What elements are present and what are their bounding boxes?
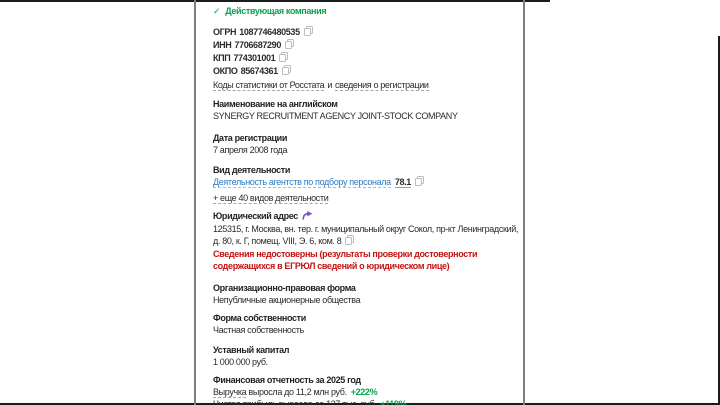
copy-icon[interactable] bbox=[345, 235, 355, 248]
section-ownership: Форма собственности Частная собственност… bbox=[213, 312, 525, 336]
code-label: ИНН bbox=[213, 40, 232, 50]
registration-info-link[interactable]: сведения о регистрации bbox=[335, 80, 429, 91]
section-title: Уставный капитал bbox=[213, 345, 290, 355]
code-row-ogrn: ОГРН 1087746480535 bbox=[213, 26, 525, 39]
section-legal-address: Юридический адрес 125315, г. Москва, вн.… bbox=[213, 210, 525, 272]
section-title: Наименование на английском bbox=[213, 99, 338, 109]
code-value: 1087746480535 bbox=[239, 27, 300, 37]
code-label: ОГРН bbox=[213, 27, 237, 37]
activity-main-link[interactable]: Деятельность агентств по подбору персона… bbox=[213, 177, 391, 188]
company-status-label: Действующая компания bbox=[225, 6, 327, 16]
company-status-badge: ✓ Действующая компания bbox=[213, 5, 525, 17]
registration-date-value: 7 апреля 2008 года bbox=[213, 145, 288, 155]
copy-icon[interactable] bbox=[414, 176, 424, 189]
finance-profit-row: Чистая прибыль выросла до 127 тыс. руб. +… bbox=[213, 398, 525, 405]
code-value: 7706687290 bbox=[234, 40, 281, 50]
okved-code-link[interactable]: 78.1 bbox=[394, 177, 411, 188]
copy-icon[interactable] bbox=[303, 26, 313, 39]
revenue-link[interactable]: Выручка bbox=[213, 387, 247, 398]
rosstat-codes-link[interactable]: Коды статистики от Росстата bbox=[213, 80, 325, 91]
revenue-text: выросла до 11,2 млн руб. bbox=[248, 387, 347, 397]
section-registration-date: Дата регистрации 7 апреля 2008 года bbox=[213, 132, 525, 156]
frame-top-border bbox=[0, 0, 550, 2]
english-name-value: SYNERGY RECRUITMENT AGENCY JOINT-STOCK C… bbox=[213, 111, 458, 121]
section-title: Финансовая отчетность за 2025 год bbox=[213, 375, 361, 385]
address-text: 125315, г. Москва, вн. тер. г. муниципал… bbox=[213, 224, 519, 246]
code-value: 85674361 bbox=[240, 66, 279, 76]
copy-icon[interactable] bbox=[279, 52, 289, 65]
column-divider-left bbox=[194, 0, 196, 405]
code-label: КПП bbox=[213, 53, 231, 63]
code-value: 774301001 bbox=[233, 53, 276, 63]
section-english-name: Наименование на английском SYNERGY RECRU… bbox=[213, 98, 525, 122]
section-legal-form: Организационно-правовая форма Непубличны… bbox=[213, 282, 525, 306]
copy-icon[interactable] bbox=[281, 65, 291, 78]
section-activity: Вид деятельности Деятельность агентств п… bbox=[213, 164, 525, 204]
section-title: Юридический адрес bbox=[213, 211, 298, 221]
column-divider-right bbox=[523, 0, 525, 405]
profit-delta: +119% bbox=[380, 399, 407, 405]
more-activities-row: + еще 40 видов деятельности bbox=[213, 192, 525, 204]
checkmark-icon: ✓ bbox=[213, 6, 221, 16]
code-label: ОКПО bbox=[213, 66, 238, 76]
code-row-inn: ИНН 7706687290 bbox=[213, 39, 525, 52]
section-capital: Уставный капитал 1 000 000 руб. bbox=[213, 344, 525, 368]
code-row-okpo: ОКПО 85674361 bbox=[213, 65, 525, 78]
section-finance: Финансовая отчетность за 2025 год Выручк… bbox=[213, 374, 525, 405]
copy-icon[interactable] bbox=[284, 39, 294, 52]
address-invalid-warning: Сведения недостоверны (результаты провер… bbox=[213, 249, 478, 271]
profit-text: выросла до 127 тыс. руб. bbox=[278, 399, 377, 405]
section-title: Вид деятельности bbox=[213, 165, 291, 175]
address-history-icon[interactable] bbox=[302, 211, 313, 223]
code-row-kpp: КПП 774301001 bbox=[213, 52, 525, 65]
ownership-value: Частная собственность bbox=[213, 325, 304, 335]
finance-revenue-row: Выручка выросла до 11,2 млн руб. +222% bbox=[213, 386, 525, 398]
activity-row: Деятельность агентств по подбору персона… bbox=[213, 176, 525, 189]
section-title: Организационно-правовая форма bbox=[213, 283, 356, 293]
capital-value: 1 000 000 руб. bbox=[213, 357, 268, 367]
registry-codes-block: ОГРН 1087746480535 ИНН 7706687290 КПП 77430… bbox=[213, 26, 525, 78]
section-title: Форма собственности bbox=[213, 313, 306, 323]
statistics-links-row: Коды статистики от Росстата и сведения о р… bbox=[213, 79, 525, 91]
legal-form-value: Непубличные акционерные общества bbox=[213, 295, 361, 305]
more-activities-link[interactable]: + еще 40 видов деятельности bbox=[213, 193, 329, 204]
address-title-row: Юридический адрес bbox=[213, 210, 525, 223]
legal-address-value: 125315, г. Москва, вн. тер. г. муниципал… bbox=[213, 223, 525, 248]
conjunction-text: и bbox=[327, 80, 332, 90]
company-info-column: ✓ Действующая компания ОГРН 1087746480535 … bbox=[213, 0, 525, 405]
frame-bottom-border bbox=[0, 403, 720, 405]
revenue-delta: +222% bbox=[350, 387, 378, 397]
profit-link[interactable]: Чистая прибыль bbox=[213, 399, 277, 405]
frame-right-border bbox=[718, 36, 720, 405]
section-title: Дата регистрации bbox=[213, 133, 288, 143]
